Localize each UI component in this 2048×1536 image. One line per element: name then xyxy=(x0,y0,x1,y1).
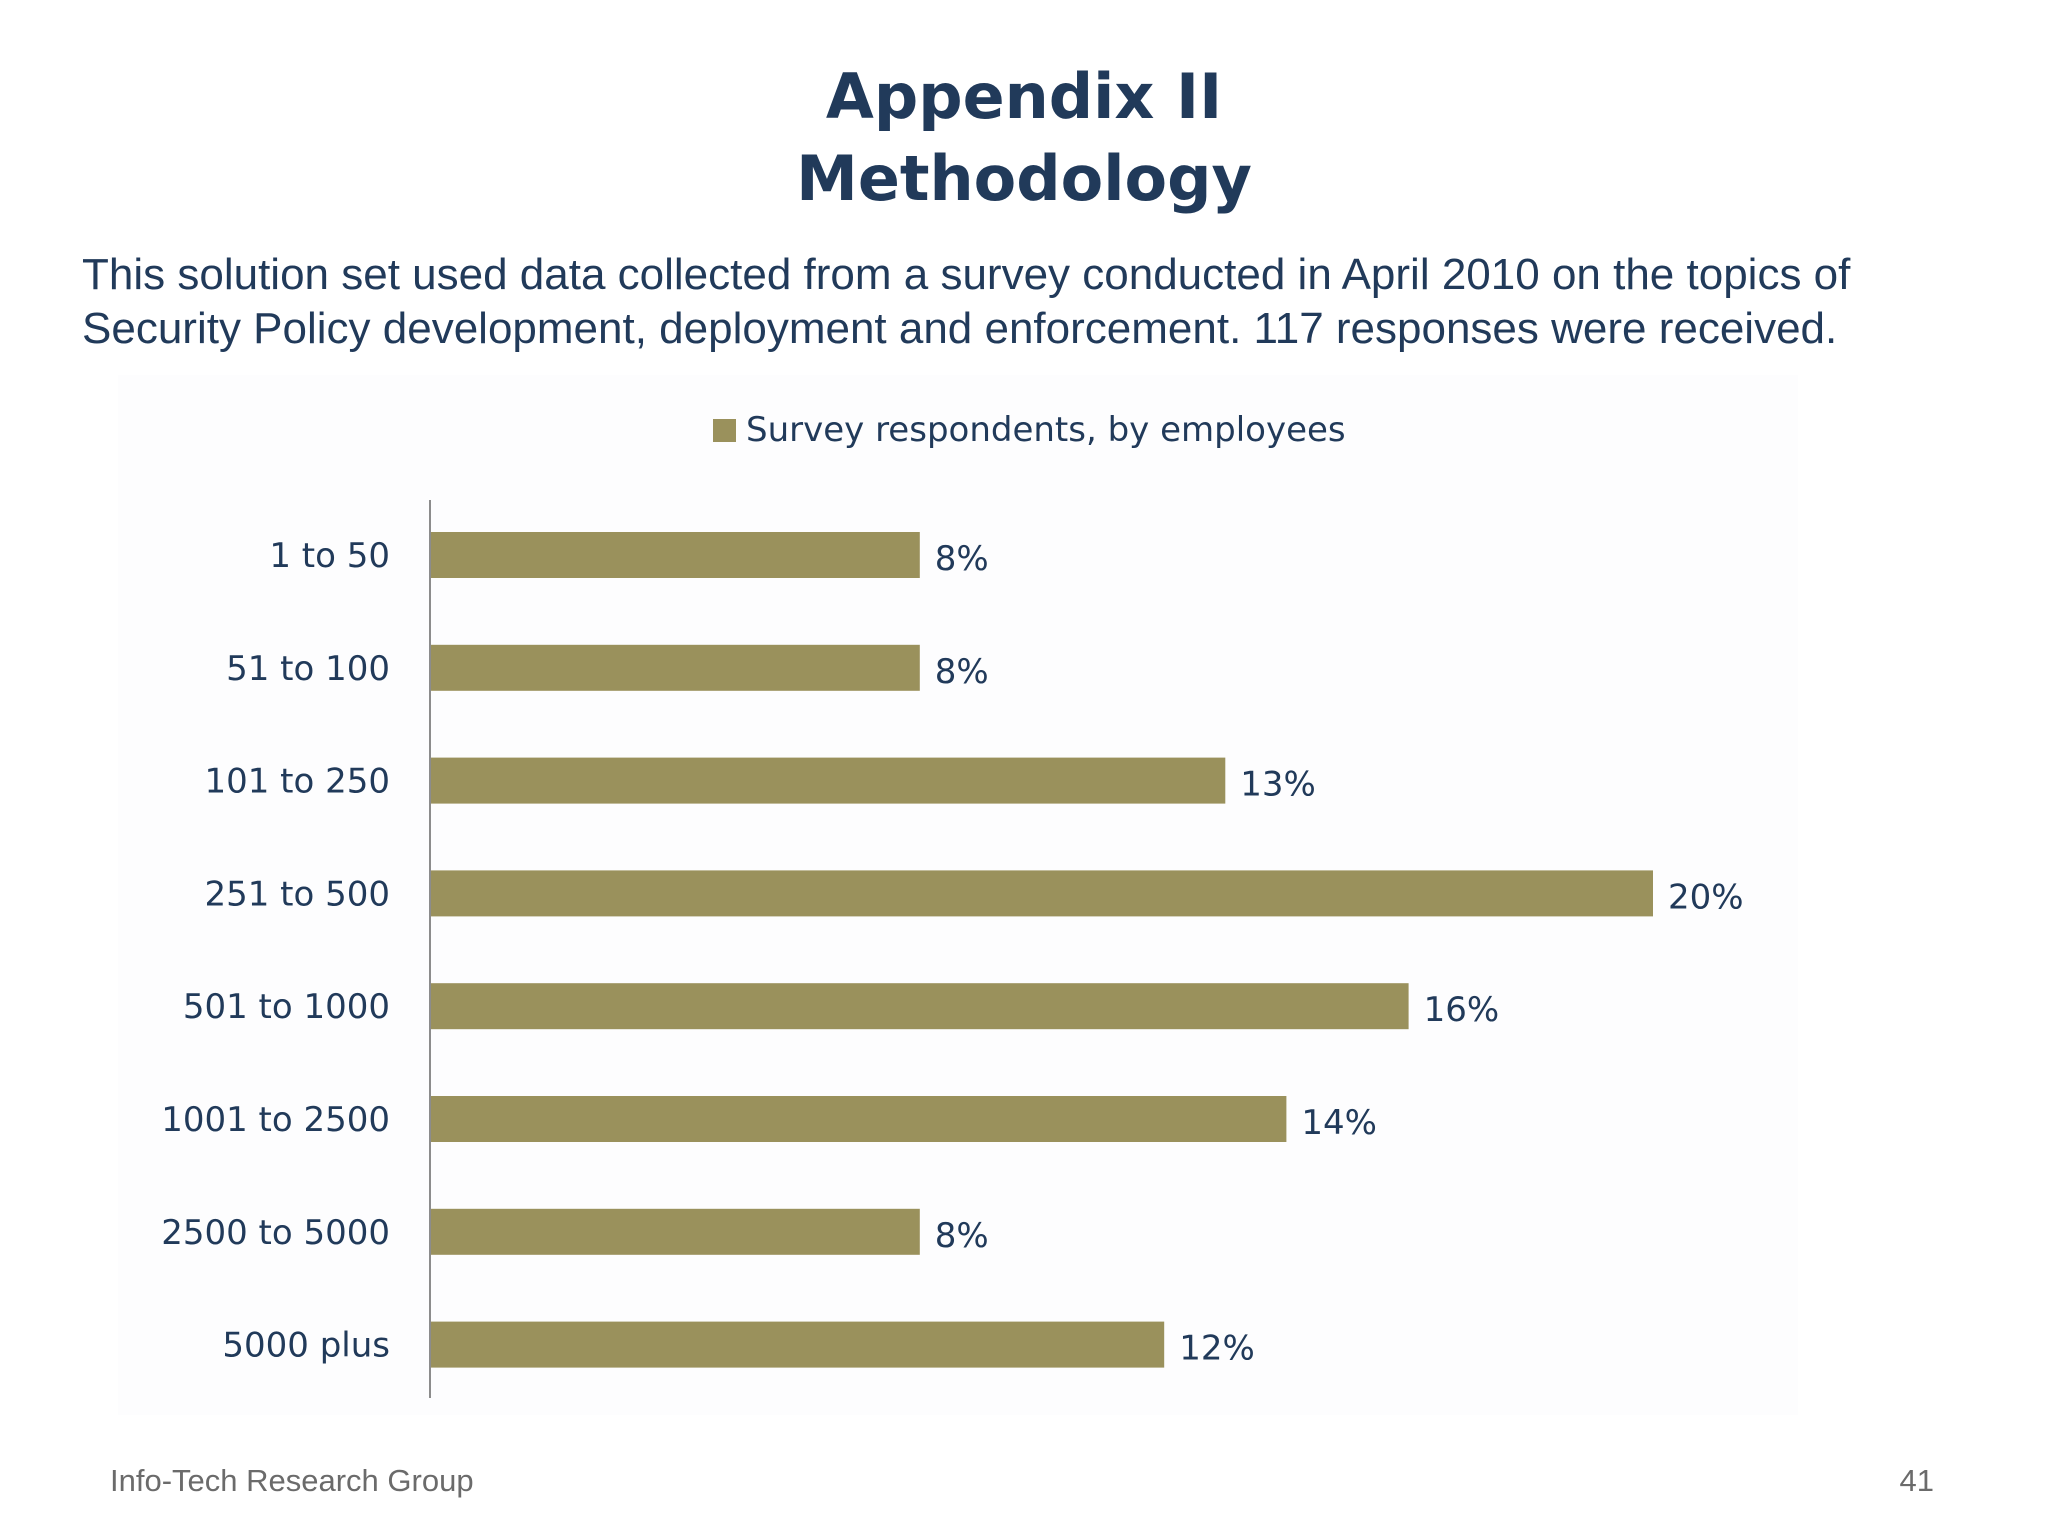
legend-label: Survey respondents, by employees xyxy=(746,410,1346,450)
footer-organization: Info-Tech Research Group xyxy=(110,1463,474,1498)
bar xyxy=(431,983,1409,1030)
data-label: 8% xyxy=(935,652,989,692)
legend-swatch xyxy=(713,418,736,442)
bar xyxy=(431,644,920,691)
category-label: 1001 to 2500 xyxy=(161,1100,390,1140)
bar xyxy=(431,1321,1165,1368)
category-label: 51 to 100 xyxy=(226,649,390,689)
bar xyxy=(431,1096,1287,1142)
data-label: 16% xyxy=(1424,990,1500,1030)
intro-line-2: Security Policy development, deployment … xyxy=(82,304,1838,353)
title-line-2: Methodology xyxy=(796,142,1252,215)
title-line-1: Appendix II xyxy=(825,60,1223,133)
category-label: 1 to 50 xyxy=(269,536,390,576)
intro-line-1: This solution set used data collected fr… xyxy=(82,250,1851,299)
bar xyxy=(431,757,1226,804)
page-number: 41 xyxy=(1899,1463,1934,1498)
bar xyxy=(431,532,920,578)
category-label: 5000 plus xyxy=(222,1326,390,1366)
category-label: 2500 to 5000 xyxy=(161,1213,390,1253)
bar xyxy=(431,1208,920,1255)
intro-paragraph: This solution set used data collected fr… xyxy=(82,248,1982,356)
data-label: 13% xyxy=(1240,765,1316,805)
category-label: 501 to 1000 xyxy=(183,987,390,1027)
data-label: 8% xyxy=(935,1216,989,1256)
bar xyxy=(431,870,1653,917)
category-label: 251 to 500 xyxy=(204,874,390,914)
chart-legend: Survey respondents, by employees xyxy=(713,408,1346,452)
data-label: 20% xyxy=(1668,877,1744,917)
category-label: 101 to 250 xyxy=(204,762,390,802)
data-label: 14% xyxy=(1301,1103,1377,1143)
data-label: 12% xyxy=(1179,1329,1255,1369)
data-label: 8% xyxy=(935,539,989,579)
slide-title: Appendix II Methodology xyxy=(0,56,2048,220)
